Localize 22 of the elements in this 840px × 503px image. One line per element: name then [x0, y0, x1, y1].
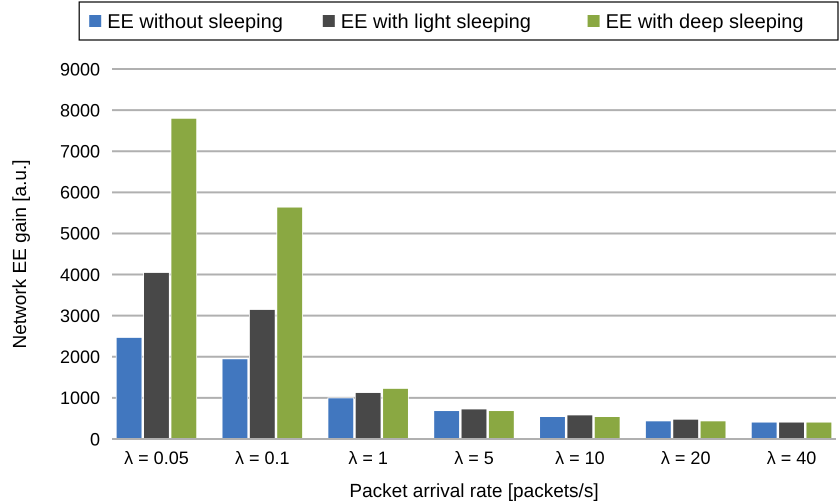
y-tick-label: 5000	[60, 224, 100, 244]
y-axis-title: Network EE gain [a.u.]	[10, 159, 31, 349]
x-tick-label: λ = 20	[660, 448, 710, 468]
x-tick-label: λ = 1	[348, 448, 388, 468]
y-tick-label: 1000	[60, 388, 100, 408]
y-tick-label: 9000	[60, 59, 100, 80]
legend-label: EE with light sleeping	[340, 11, 531, 33]
x-tick-label: λ = 40	[766, 448, 816, 468]
y-tick-label: 8000	[60, 100, 100, 120]
x-tick-label: λ = 10	[555, 448, 605, 468]
y-tick-label: 6000	[60, 182, 100, 203]
legend-label: EE with deep sleeping	[606, 11, 804, 33]
x-tick-label: λ = 0.05	[124, 448, 189, 468]
x-axis-title: Packet arrival rate [packets/s]	[349, 481, 599, 502]
y-tick-label: 7000	[60, 142, 100, 162]
y-tick-label: 0	[90, 429, 100, 450]
x-tick-label: λ = 0.1	[235, 448, 290, 468]
y-tick-label: 4000	[60, 264, 100, 285]
x-tick-label: λ = 5	[454, 448, 494, 468]
legend-label: EE without sleeping	[107, 11, 283, 33]
y-tick-label: 2000	[60, 347, 100, 368]
y-tick-label: 3000	[60, 306, 100, 326]
